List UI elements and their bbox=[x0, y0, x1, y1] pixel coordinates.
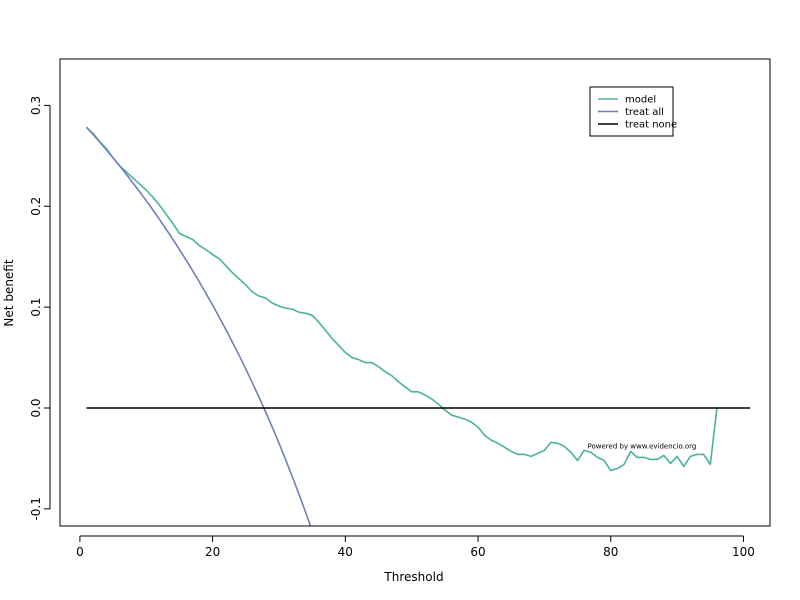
y-tick-label: -0.1 bbox=[29, 497, 43, 520]
y-tick-label: 0.1 bbox=[29, 298, 43, 317]
x-tick-label: 100 bbox=[732, 545, 755, 559]
x-tick-label: 60 bbox=[470, 545, 485, 559]
annotations: Powered by www.evidencio.org bbox=[588, 442, 697, 450]
y-tick-label: 0.2 bbox=[29, 197, 43, 216]
x-tick-label: 80 bbox=[603, 545, 618, 559]
x-tick-label: 40 bbox=[338, 545, 353, 559]
series-line-model bbox=[86, 126, 718, 472]
x-axis-title: Threshold bbox=[383, 570, 443, 584]
watermark-annotation: Powered by www.evidencio.org bbox=[588, 442, 697, 450]
legend-label-treat-none: treat none bbox=[625, 120, 677, 131]
legend-label-treat-all: treat all bbox=[625, 107, 664, 118]
x-axis: 0 20 40 60 80 100 bbox=[76, 535, 755, 559]
y-axis-title: Net benefit bbox=[2, 259, 16, 326]
x-tick-label: 20 bbox=[205, 545, 220, 559]
plot-frame bbox=[59, 58, 771, 527]
y-tick-label: 0.3 bbox=[29, 96, 43, 115]
legend-label-model: model bbox=[625, 95, 656, 106]
series-line-treat-all bbox=[85, 126, 312, 526]
plot-lines bbox=[85, 126, 751, 526]
y-tick-label: 0.0 bbox=[29, 398, 43, 417]
y-axis: -0.1 0.0 0.1 0.2 0.3 bbox=[29, 96, 51, 521]
x-tick-label: 0 bbox=[76, 545, 84, 559]
